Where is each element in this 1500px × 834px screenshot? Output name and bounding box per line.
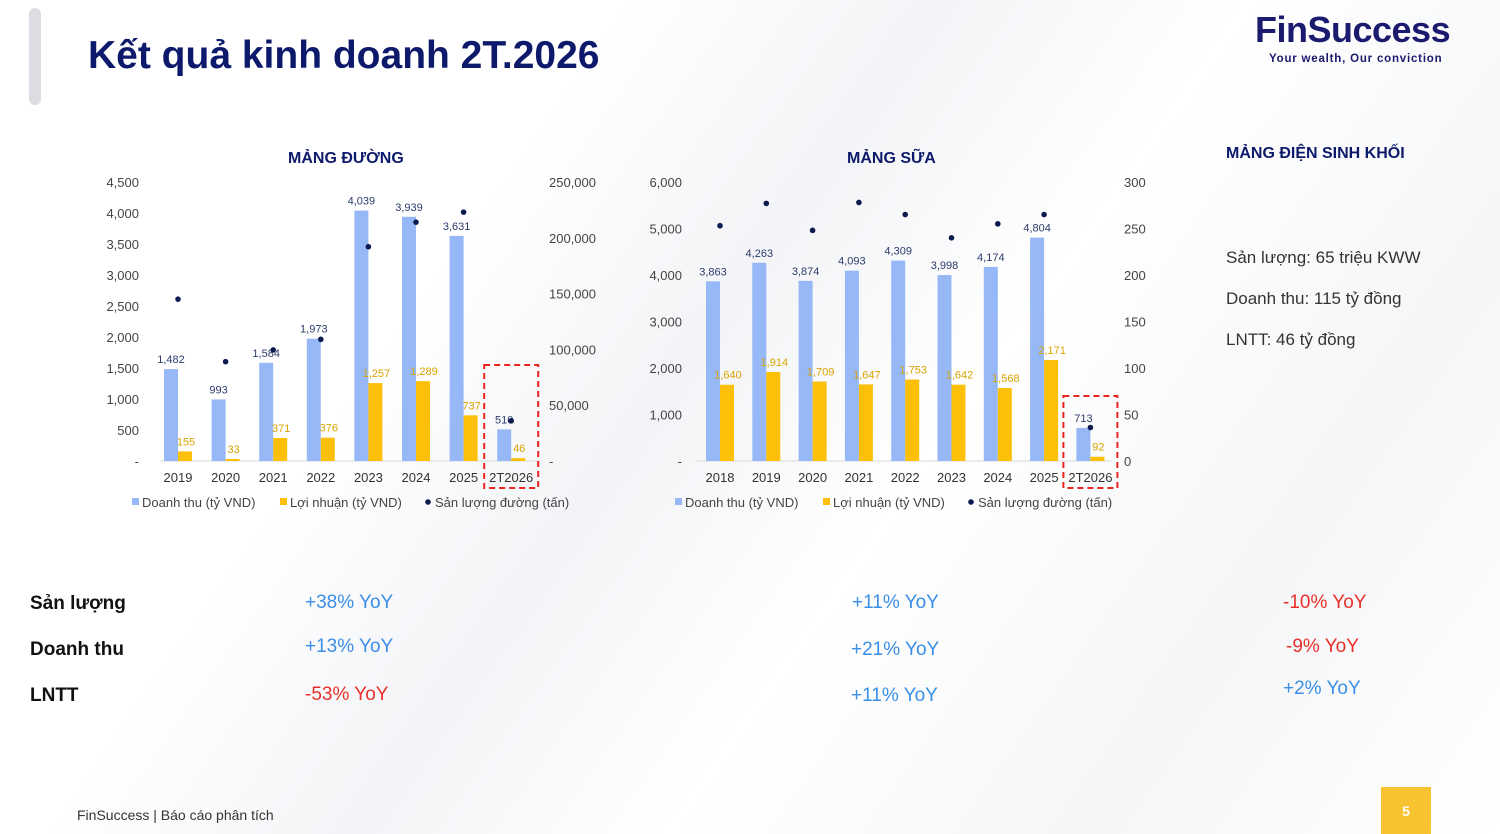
row-label-revenue: Doanh thu [30,639,124,660]
duong-profit-yoy: -53% YoY [305,684,389,705]
sua-profit-yoy: +11% YoY [851,685,938,706]
dien-profit-yoy: +2% YoY [1283,678,1361,699]
chart-title-duong: MẢNG ĐƯỜNG [288,150,404,167]
chart-title-sua: MẢNG SỮA [847,150,936,167]
footer-text: FinSuccess | Báo cáo phân tích [77,807,274,823]
dien-revenue-yoy: -9% YoY [1286,636,1359,657]
logo: FinSuccess Your wealth, Our conviction [1255,9,1470,66]
logo-text: FinSuccess [1255,9,1451,50]
sua-revenue-yoy: +21% YoY [851,639,940,660]
biomass-volume: Sản lượng: 65 triệu KWW [1226,248,1421,267]
accent-bar [29,8,41,105]
page-number: 5 [1381,787,1431,834]
dien-volume-yoy: -10% YoY [1283,592,1367,613]
row-label-profit: LNTT [30,685,79,706]
sua-volume-yoy: +11% YoY [852,592,939,613]
biomass-profit: LNTT: 46 tỷ đồng [1226,330,1356,349]
biomass-title: MẢNG ĐIỆN SINH KHỐI [1226,145,1405,162]
logo-tagline: Your wealth, Our conviction [1269,53,1443,65]
duong-volume-yoy: +38% YoY [305,592,394,613]
page-title: Kết quả kinh doanh 2T.2026 [88,34,600,77]
biomass-revenue: Doanh thu: 115 tỷ đồng [1226,289,1402,308]
row-label-volume: Sản lượng [30,593,126,614]
duong-revenue-yoy: +13% YoY [305,636,394,657]
